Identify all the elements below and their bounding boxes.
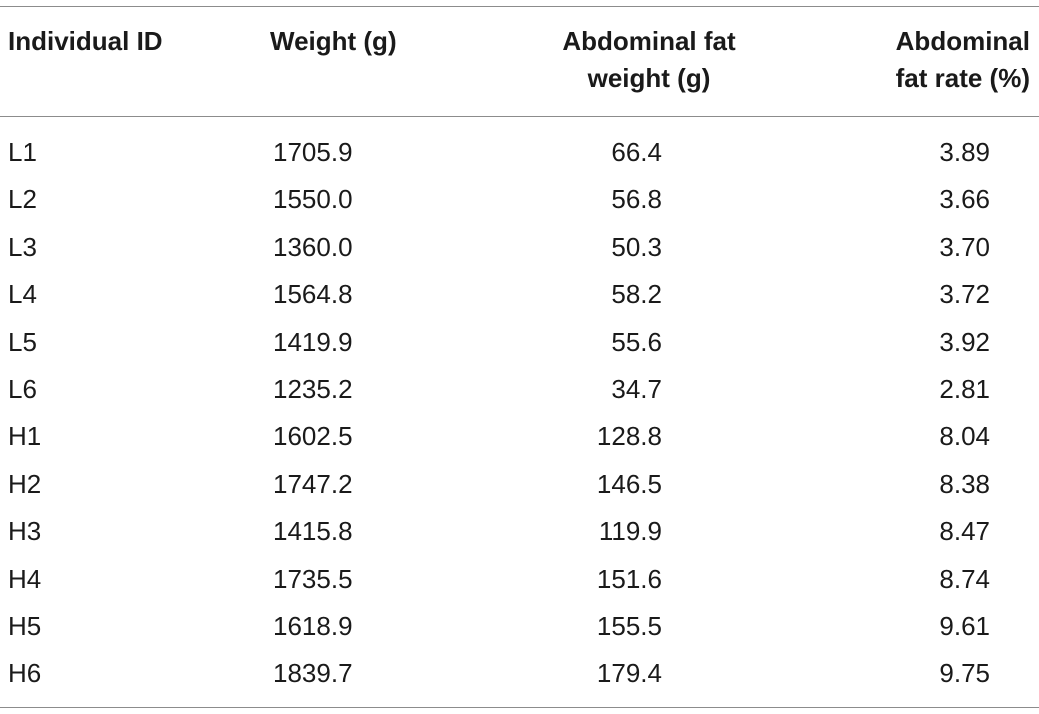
cell-abdominal-fat-weight: 179.4 — [596, 658, 662, 689]
header-individual-id: Individual ID — [8, 23, 163, 60]
cell-abdominal-fat-rate: 8.47 — [939, 516, 990, 547]
cell-individual-id: H5 — [8, 610, 42, 641]
cell-abdominal-fat-rate: 9.75 — [939, 658, 990, 689]
table-body: L1 1705.9 66.4 3.89 L2 1550.0 56.8 3.66 … — [0, 129, 1039, 698]
cell-individual-id: H4 — [8, 563, 42, 594]
table-row: H5 1618.9 155.5 9.61 — [0, 603, 1039, 650]
cell-weight: 1419.9 — [273, 326, 353, 357]
cell-abdominal-fat-weight: 55.6 — [611, 326, 662, 357]
cell-abdominal-fat-weight: 128.8 — [596, 421, 662, 452]
cell-individual-id: L5 — [8, 326, 37, 357]
cell-weight: 1839.7 — [273, 658, 353, 689]
cell-individual-id: H1 — [8, 421, 42, 452]
cell-abdominal-fat-weight: 58.2 — [611, 279, 662, 310]
table-row: L4 1564.8 58.2 3.72 — [0, 271, 1039, 318]
cell-abdominal-fat-rate: 9.61 — [939, 610, 990, 641]
cell-weight: 1735.5 — [273, 563, 353, 594]
cell-weight: 1705.9 — [273, 137, 353, 167]
header-divider-rule — [0, 116, 1039, 117]
cell-individual-id: L3 — [8, 231, 37, 262]
cell-individual-id: L2 — [8, 184, 37, 215]
table-top-rule — [0, 6, 1039, 7]
cell-abdominal-fat-rate: 3.70 — [939, 231, 990, 262]
table-row: L3 1360.0 50.3 3.70 — [0, 224, 1039, 271]
cell-weight: 1550.0 — [273, 184, 353, 215]
cell-abdominal-fat-rate: 3.92 — [939, 326, 990, 357]
cell-abdominal-fat-weight: 34.7 — [611, 373, 662, 404]
cell-abdominal-fat-weight: 66.4 — [611, 137, 662, 167]
table-row: H3 1415.8 119.9 8.47 — [0, 508, 1039, 555]
table-row: L2 1550.0 56.8 3.66 — [0, 176, 1039, 223]
cell-weight: 1602.5 — [273, 421, 353, 452]
cell-abdominal-fat-weight: 146.5 — [596, 468, 662, 499]
header-weight-label: Weight (g) — [270, 26, 397, 56]
cell-abdominal-fat-rate: 2.81 — [939, 373, 990, 404]
cell-weight: 1564.8 — [273, 279, 353, 310]
cell-individual-id: L6 — [8, 373, 37, 404]
header-individual-id-label: Individual ID — [8, 26, 163, 56]
cell-abdominal-fat-weight: 56.8 — [611, 184, 662, 215]
cell-abdominal-fat-rate: 8.38 — [939, 468, 990, 499]
header-abdominal-fat-rate: Abdominal fat rate (%) — [820, 23, 1030, 97]
cell-abdominal-fat-rate: 3.89 — [939, 137, 990, 167]
table-row: L6 1235.2 34.7 2.81 — [0, 366, 1039, 413]
cell-abdominal-fat-weight: 119.9 — [598, 516, 662, 547]
cell-abdominal-fat-rate: 3.72 — [939, 279, 990, 310]
cell-individual-id: L1 — [8, 137, 37, 167]
cell-individual-id: H2 — [8, 468, 42, 499]
cell-individual-id: H6 — [8, 658, 42, 689]
table-row: H2 1747.2 146.5 8.38 — [0, 461, 1039, 508]
header-abdominal-fat-rate-line1: Abdominal — [895, 26, 1030, 56]
table-row: H6 1839.7 179.4 9.75 — [0, 650, 1039, 697]
cell-weight: 1415.8 — [273, 516, 353, 547]
header-abdominal-fat-weight-line2: weight (g) — [587, 63, 711, 93]
table-row: H1 1602.5 128.8 8.04 — [0, 413, 1039, 460]
cell-abdominal-fat-weight: 50.3 — [611, 231, 662, 262]
cell-weight: 1747.2 — [273, 468, 353, 499]
cell-weight: 1360.0 — [273, 231, 353, 262]
table-row: L5 1419.9 55.6 3.92 — [0, 319, 1039, 366]
cell-abdominal-fat-rate: 3.66 — [939, 184, 990, 215]
table-row: H4 1735.5 151.6 8.74 — [0, 556, 1039, 603]
cell-individual-id: L4 — [8, 279, 37, 310]
header-abdominal-fat-weight-line1: Abdominal fat — [562, 26, 736, 56]
table-bottom-rule — [0, 707, 1039, 708]
cell-abdominal-fat-rate: 8.74 — [939, 563, 990, 594]
header-abdominal-fat-weight: Abdominal fat weight (g) — [530, 23, 768, 97]
cell-abdominal-fat-weight: 151.6 — [596, 563, 662, 594]
cell-individual-id: H3 — [8, 516, 42, 547]
header-weight: Weight (g) — [270, 23, 430, 60]
header-abdominal-fat-rate-line2: fat rate (%) — [895, 63, 1030, 93]
cell-abdominal-fat-rate: 8.04 — [939, 421, 990, 452]
cell-weight: 1235.2 — [273, 373, 353, 404]
table-row: L1 1705.9 66.4 3.89 — [0, 129, 1039, 176]
cell-weight: 1618.9 — [273, 610, 353, 641]
cell-abdominal-fat-weight: 155.5 — [596, 610, 662, 641]
